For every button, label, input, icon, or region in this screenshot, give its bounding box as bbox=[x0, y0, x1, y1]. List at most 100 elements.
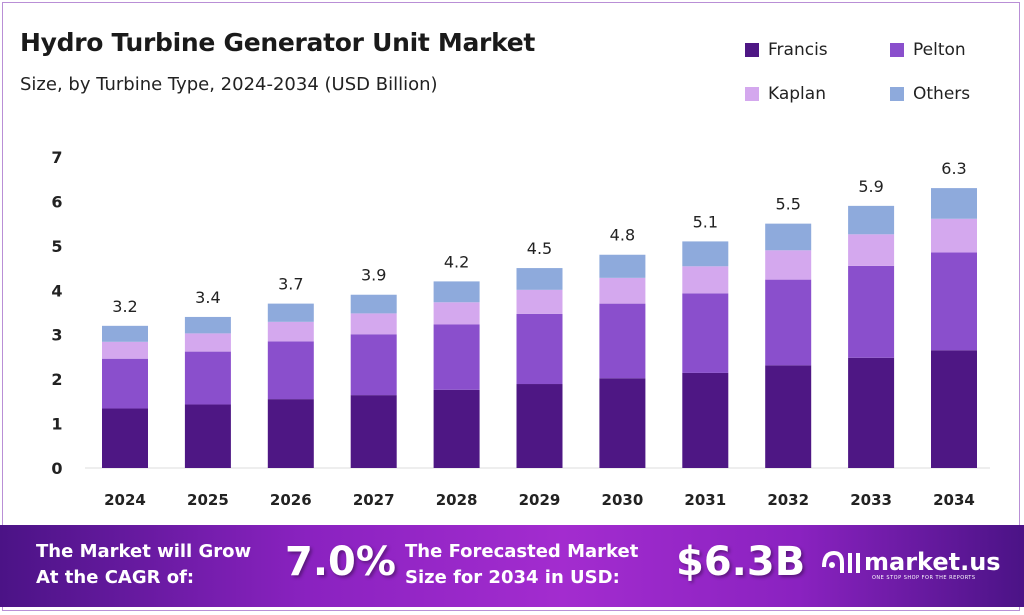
x-tick-label: 2027 bbox=[353, 491, 395, 509]
bar-segment-kaplan bbox=[433, 302, 480, 325]
summary-banner: The Market will Grow At the CAGR of: 7.0%… bbox=[0, 525, 1024, 607]
bar-segment-francis bbox=[102, 408, 148, 468]
legend-label: Others bbox=[913, 84, 971, 104]
bar-segment-others bbox=[102, 325, 148, 342]
bar-segment-francis bbox=[184, 404, 231, 468]
bar-segment-others bbox=[267, 303, 314, 322]
cagr-label-line: At the CAGR of: bbox=[36, 567, 195, 588]
x-tick-label: 2025 bbox=[187, 491, 229, 509]
bar-segment-pelton bbox=[931, 252, 977, 351]
logo-tagline: ONE STOP SHOP FOR THE REPORTS bbox=[872, 575, 976, 581]
bar-total-label: 5.5 bbox=[775, 195, 800, 214]
bar-segment-kaplan bbox=[931, 218, 977, 253]
bar-segment-others bbox=[184, 316, 231, 334]
forecast-value: $6.3B bbox=[676, 539, 806, 585]
bar-segment-pelton bbox=[267, 341, 314, 400]
bar-segment-kaplan bbox=[184, 333, 231, 352]
bar-total-label: 5.9 bbox=[858, 177, 883, 196]
cagr-label-line: The Market will Grow bbox=[36, 541, 252, 562]
y-tick-label: 3 bbox=[51, 326, 62, 345]
bar-segment-others bbox=[765, 223, 812, 251]
y-tick-label: 2 bbox=[51, 370, 62, 389]
bar-segment-kaplan bbox=[267, 321, 314, 342]
bar-total-label: 3.9 bbox=[361, 266, 386, 285]
legend-label: Kaplan bbox=[768, 84, 826, 104]
bar-segment-pelton bbox=[848, 265, 895, 358]
y-tick-label: 1 bbox=[51, 415, 62, 434]
legend-swatch bbox=[890, 87, 904, 101]
bar-total-label: 4.2 bbox=[444, 252, 469, 271]
bar-segment-pelton bbox=[433, 324, 480, 390]
x-tick-label: 2028 bbox=[436, 491, 478, 509]
stacked-bar-chart: 0 1 2 3 4 5 6 7 3.2 2024 3.4 2025 3.7 2026 3.9 2027 4.2 2… bbox=[51, 148, 990, 509]
legend-swatch bbox=[745, 43, 759, 57]
bar-segment-others bbox=[350, 294, 397, 314]
bar-total-label: 6.3 bbox=[941, 159, 966, 178]
legend-swatch bbox=[745, 87, 759, 101]
bar-segment-pelton bbox=[350, 334, 397, 396]
bar-segment-others bbox=[599, 254, 646, 278]
x-tick-label: 2024 bbox=[104, 491, 146, 509]
legend-item-kaplan: Kaplan bbox=[745, 84, 826, 104]
forecast-label: The Forecasted Market Size for 2034 in US… bbox=[405, 539, 638, 591]
x-tick-label: 2033 bbox=[850, 491, 892, 509]
bar-segment-francis bbox=[350, 395, 397, 468]
y-tick-label: 6 bbox=[51, 192, 62, 211]
forecast-label-line: The Forecasted Market bbox=[405, 541, 639, 562]
x-tick-label: 2032 bbox=[767, 491, 809, 509]
bar-total-label: 4.8 bbox=[610, 226, 635, 245]
legend-item-others: Others bbox=[890, 84, 970, 104]
logo-name: market.us bbox=[864, 548, 1001, 576]
bar-total-label: 5.1 bbox=[693, 212, 718, 231]
forecast-label-line: Size for 2034 in USD: bbox=[405, 567, 620, 588]
bar-segment-pelton bbox=[102, 358, 148, 409]
bar-segment-kaplan bbox=[599, 277, 646, 304]
bar-segment-pelton bbox=[516, 313, 563, 385]
bar-segment-francis bbox=[599, 378, 646, 468]
bar-segment-francis bbox=[848, 357, 895, 468]
bar-segment-francis bbox=[516, 384, 563, 468]
bar-segment-pelton bbox=[765, 279, 812, 366]
y-tick-label: 4 bbox=[51, 281, 62, 300]
logo-icon bbox=[822, 550, 860, 573]
x-tick-label: 2031 bbox=[684, 491, 726, 509]
bar-segment-kaplan bbox=[848, 234, 895, 266]
market-us-logo: market.us ONE STOP SHOP FOR THE REPORTS bbox=[820, 545, 1001, 581]
y-tick-label: 5 bbox=[51, 237, 62, 256]
bar-total-label: 3.4 bbox=[195, 288, 220, 307]
bar-segment-francis bbox=[682, 372, 729, 468]
bar-segment-pelton bbox=[599, 303, 646, 379]
bar-segment-kaplan bbox=[350, 313, 397, 335]
bar-segment-others bbox=[516, 268, 563, 290]
bar-segment-kaplan bbox=[765, 250, 812, 280]
y-tick-label: 7 bbox=[51, 148, 62, 167]
legend-item-pelton: Pelton bbox=[890, 40, 966, 60]
legend-item-francis: Francis bbox=[745, 40, 828, 60]
bar-segment-others bbox=[682, 241, 729, 267]
bar-segment-others bbox=[433, 281, 480, 303]
bar-segment-kaplan bbox=[682, 266, 729, 294]
legend-label: Francis bbox=[768, 40, 828, 60]
bar-segment-francis bbox=[433, 389, 480, 468]
bar-segment-pelton bbox=[682, 293, 729, 373]
x-tick-label: 2029 bbox=[519, 491, 561, 509]
chart-subtitle: Size, by Turbine Type, 2024-2034 (USD Bi… bbox=[20, 74, 438, 95]
legend-label: Pelton bbox=[913, 40, 966, 60]
x-tick-label: 2026 bbox=[270, 491, 312, 509]
x-tick-label: 2030 bbox=[602, 491, 644, 509]
bar-total-label: 4.5 bbox=[527, 239, 552, 258]
bar-segment-others bbox=[931, 188, 977, 219]
cagr-label: The Market will Grow At the CAGR of: bbox=[36, 539, 251, 591]
bar-total-label: 3.7 bbox=[278, 275, 303, 294]
bar-segment-francis bbox=[931, 350, 977, 468]
x-tick-label: 2034 bbox=[933, 491, 975, 509]
bar-segment-pelton bbox=[184, 351, 231, 405]
legend-swatch bbox=[890, 43, 904, 57]
bar-segment-kaplan bbox=[516, 289, 563, 314]
bar-segment-francis bbox=[765, 365, 812, 468]
cagr-value: 7.0% bbox=[285, 539, 396, 585]
bar-segment-francis bbox=[267, 399, 314, 468]
bar-segment-others bbox=[848, 205, 895, 235]
bar-segment-kaplan bbox=[102, 341, 148, 359]
